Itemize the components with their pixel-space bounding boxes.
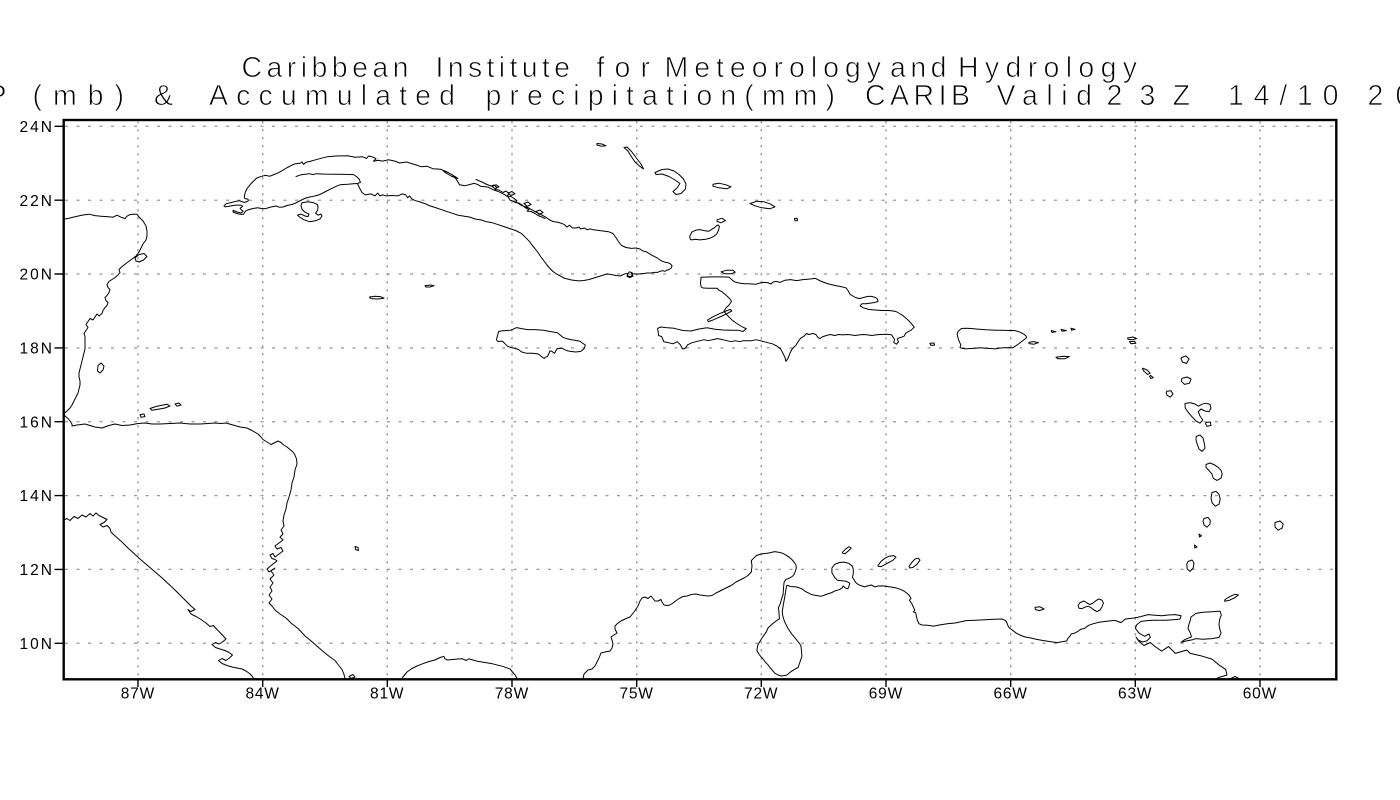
svg-text:Meteorology: Meteorology	[665, 52, 882, 84]
svg-text:72W: 72W	[744, 686, 779, 703]
svg-text:75W: 75W	[619, 686, 654, 703]
svg-text:69W: 69W	[869, 686, 904, 703]
svg-text:16N: 16N	[20, 414, 54, 431]
svg-text:24N: 24N	[20, 119, 54, 136]
svg-text:81W: 81W	[370, 686, 405, 703]
svg-text:Caribbean: Caribbean	[242, 52, 409, 84]
svg-text:23Z: 23Z	[1107, 80, 1191, 112]
svg-text:20N: 20N	[20, 267, 54, 284]
svg-text:12N: 12N	[20, 562, 54, 579]
svg-text:14N: 14N	[20, 488, 54, 505]
svg-text:10N: 10N	[20, 636, 54, 653]
svg-text:87W: 87W	[121, 686, 156, 703]
svg-text:78W: 78W	[495, 686, 530, 703]
svg-text:and: and	[890, 52, 947, 84]
svg-text:Institute: Institute	[436, 52, 571, 84]
svg-text:&: &	[154, 80, 173, 112]
svg-text:18N: 18N	[20, 341, 54, 358]
svg-text:22N: 22N	[20, 193, 54, 210]
svg-text:84W: 84W	[245, 686, 280, 703]
svg-text:CARIB: CARIB	[865, 80, 970, 112]
svg-text:66W: 66W	[993, 686, 1027, 703]
svg-text:60W: 60W	[1243, 686, 1278, 703]
svg-text:Hydrology: Hydrology	[958, 52, 1138, 84]
svg-text:63W: 63W	[1118, 686, 1153, 703]
svg-text:P: P	[0, 80, 7, 112]
